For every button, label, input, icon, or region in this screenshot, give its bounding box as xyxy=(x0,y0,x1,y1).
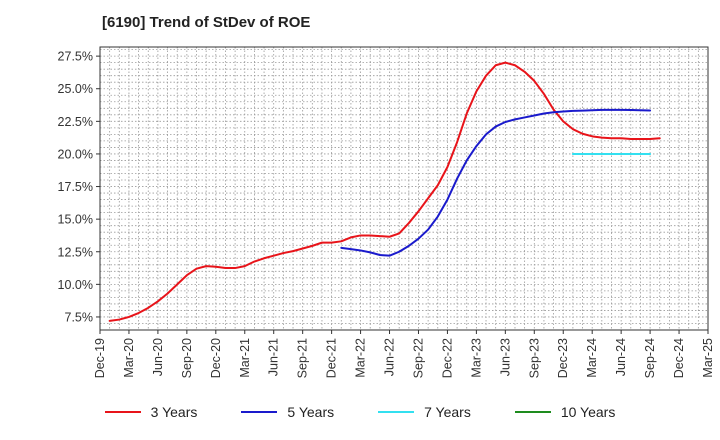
legend-item-7-years: 7 Years xyxy=(378,404,471,420)
legend-label-5-years: 5 Years xyxy=(287,404,335,420)
legend-item-3-years: 3 Years xyxy=(104,404,198,420)
line-chart: 7.5% 10.0% 12.5% 15.0% 17.5% 20.0% 22.5% 25.0% 2… xyxy=(58,46,715,378)
series-line-3-years xyxy=(108,61,661,322)
y-tick-label: 20.0% xyxy=(58,147,93,161)
y-tick-label: 22.5% xyxy=(58,115,93,129)
series-line-5-years xyxy=(340,108,652,257)
x-tick-label: Jun-20 xyxy=(151,338,165,376)
x-tick-label: Dec-23 xyxy=(556,338,570,378)
y-tick-label: 27.5% xyxy=(58,50,93,64)
x-tick-label: Mar-23 xyxy=(469,338,483,378)
plot-frame xyxy=(99,46,709,331)
y-tick-label: 7.5% xyxy=(65,310,94,324)
x-tick-label: Jun-21 xyxy=(267,338,281,376)
x-tick-label: Jun-24 xyxy=(614,338,628,376)
legend-swatch-3-years xyxy=(104,411,141,413)
legend-swatch-10-years xyxy=(514,411,551,413)
x-tick-label: Sep-24 xyxy=(643,338,657,378)
legend-label-7-years: 7 Years xyxy=(424,404,471,420)
legend-label-10-years: 10 Years xyxy=(560,404,616,420)
x-tick-label: Dec-22 xyxy=(440,338,454,378)
x-tick-label: Sep-20 xyxy=(180,338,194,378)
x-tick-label: Mar-21 xyxy=(238,338,252,378)
x-tick-label: Dec-21 xyxy=(325,338,339,378)
legend-item-10-years: 10 Years xyxy=(514,404,616,420)
x-tick-label: Jun-22 xyxy=(383,338,397,376)
chart-legend: 3 Years 5 Years 7 Years 10 Years xyxy=(0,404,720,420)
x-tick-label: Mar-20 xyxy=(122,338,136,378)
x-tick-label: Mar-22 xyxy=(354,338,368,378)
legend-item-5-years: 5 Years xyxy=(241,404,334,420)
x-tick-label: Dec-20 xyxy=(209,338,223,378)
y-tick-label: 15.0% xyxy=(58,213,93,227)
x-tick-label: Sep-23 xyxy=(527,338,541,378)
x-tick-label: Dec-24 xyxy=(672,338,686,378)
y-tick-label: 10.0% xyxy=(58,278,93,292)
y-tick-label: 12.5% xyxy=(58,245,93,259)
x-tick-label: Mar-24 xyxy=(585,338,599,378)
legend-swatch-7-years xyxy=(378,411,415,413)
chart-title: [6190] Trend of StDev of ROE xyxy=(102,14,311,31)
y-tick-label: 25.0% xyxy=(58,82,93,96)
x-tick-label: Jun-23 xyxy=(498,338,512,376)
x-tick-label: Dec-19 xyxy=(93,338,107,378)
y-tick-label: 17.5% xyxy=(58,180,93,194)
legend-swatch-5-years xyxy=(241,411,278,413)
legend-label-3-years: 3 Years xyxy=(150,404,198,420)
x-tick-label: Mar-25 xyxy=(701,338,715,378)
x-tick-label: Sep-22 xyxy=(411,338,425,378)
x-tick-label: Sep-21 xyxy=(296,338,310,378)
